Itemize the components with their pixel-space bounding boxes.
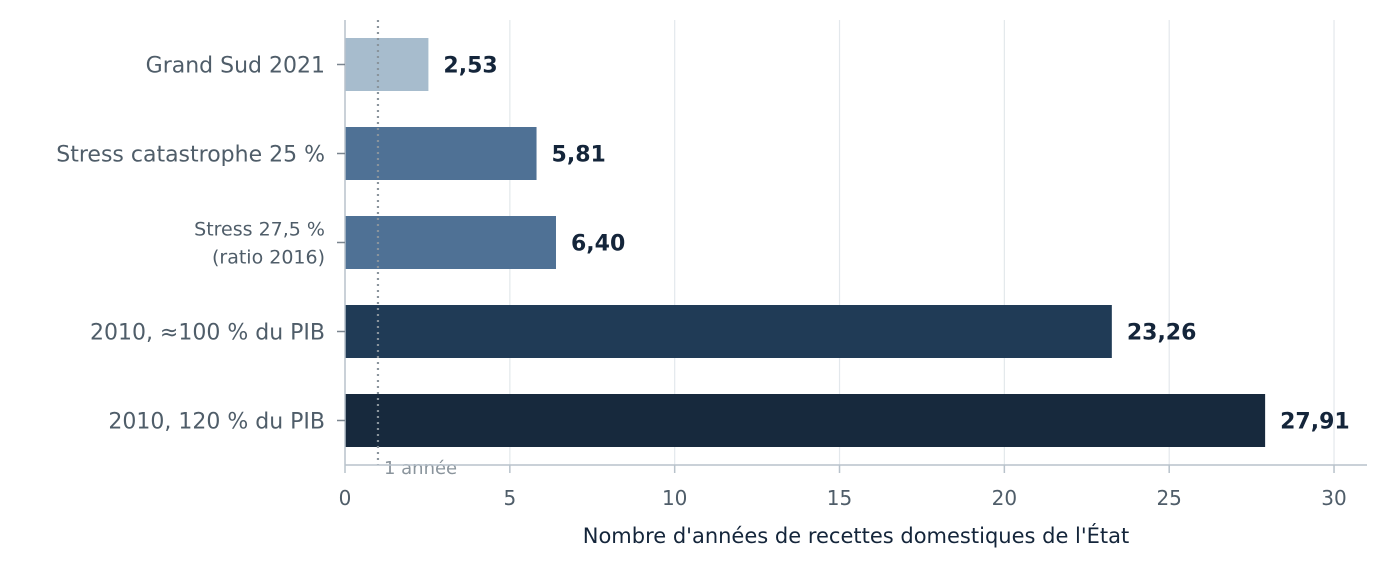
value-label: 2,53: [443, 54, 497, 79]
bar: [345, 216, 556, 269]
reference-line: 1 année: [376, 20, 457, 479]
category-labels: Grand Sud 2021 Stress catastrophe 25 % Str…: [56, 53, 325, 434]
category-label: Stress catastrophe 25 %: [56, 142, 325, 167]
category-label: 2010, 120 % du PIB: [108, 409, 325, 434]
x-tick-label: 15: [827, 486, 852, 510]
category-label: Grand Sud 2021: [146, 53, 325, 78]
axes: [337, 20, 1367, 466]
category-label: Stress 27,5 % (ratio 2016): [194, 218, 325, 268]
bars: [345, 38, 1266, 447]
x-tick-label: 30: [1321, 486, 1346, 510]
x-tick-label: 20: [992, 486, 1017, 510]
bar: [345, 394, 1266, 447]
x-axis-ticks: 0 5 10 15 20 25 30: [339, 465, 1347, 510]
gridlines: [509, 20, 1335, 465]
category-label: 2010, ≈100 % du PIB: [90, 320, 325, 345]
bar: [345, 127, 537, 180]
value-label: 23,26: [1127, 321, 1197, 346]
value-label: 5,81: [552, 143, 606, 168]
value-label: 6,40: [571, 232, 625, 257]
x-tick-label: 10: [662, 486, 687, 510]
value-labels: 2,53 5,81 6,40 23,26 27,91: [443, 54, 1349, 435]
x-tick-label: 25: [1156, 486, 1181, 510]
bar: [345, 305, 1112, 358]
reference-line-label: 1 année: [384, 458, 457, 479]
x-axis-title: Nombre d'années de recettes domestiques …: [583, 523, 1130, 548]
bar: [345, 38, 429, 91]
value-label: 27,91: [1280, 410, 1350, 435]
x-tick-label: 5: [503, 486, 516, 510]
x-tick-label: 0: [339, 486, 352, 510]
